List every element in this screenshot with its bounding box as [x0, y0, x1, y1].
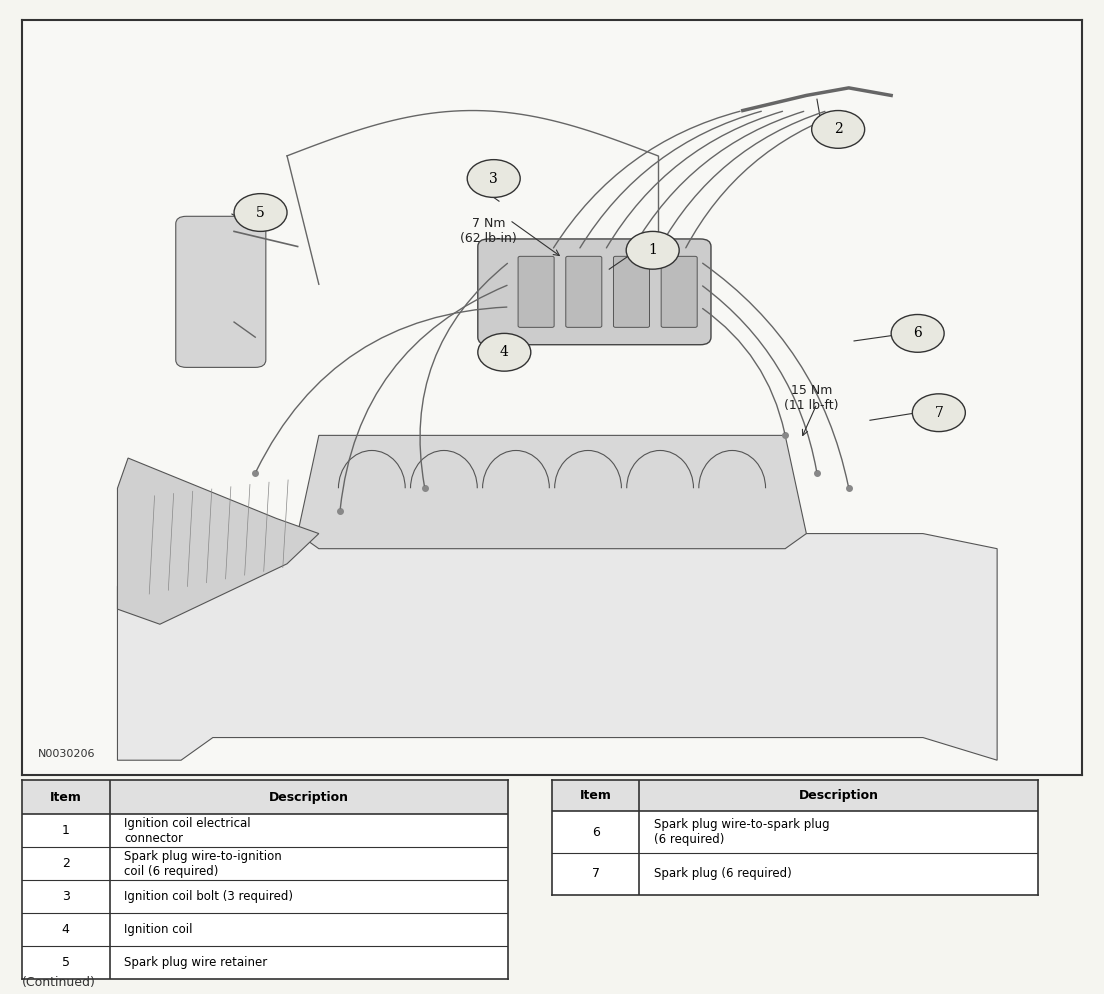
Text: 1: 1 [62, 824, 70, 837]
FancyBboxPatch shape [661, 256, 698, 327]
Text: Ignition coil electrical
connector: Ignition coil electrical connector [124, 817, 251, 845]
FancyBboxPatch shape [176, 217, 266, 368]
Circle shape [912, 394, 965, 431]
FancyBboxPatch shape [478, 239, 711, 345]
FancyBboxPatch shape [552, 780, 1038, 811]
Text: Ignition coil bolt (3 required): Ignition coil bolt (3 required) [124, 890, 293, 904]
Polygon shape [117, 458, 319, 624]
Text: (Continued): (Continued) [22, 976, 96, 989]
FancyBboxPatch shape [565, 256, 602, 327]
Circle shape [478, 333, 531, 371]
Text: 7 Nm
(62 lb-in): 7 Nm (62 lb-in) [460, 218, 517, 246]
Text: 2: 2 [834, 122, 842, 136]
Text: 4: 4 [500, 345, 509, 359]
Text: 4: 4 [62, 923, 70, 936]
Text: Item: Item [50, 790, 82, 804]
Polygon shape [298, 435, 806, 549]
Circle shape [626, 232, 679, 269]
Text: 7: 7 [592, 867, 599, 881]
Text: Description: Description [268, 790, 349, 804]
Circle shape [234, 194, 287, 232]
Circle shape [811, 110, 864, 148]
FancyBboxPatch shape [614, 256, 649, 327]
Text: 3: 3 [489, 172, 498, 186]
Text: Spark plug (6 required): Spark plug (6 required) [654, 867, 792, 881]
Text: 6: 6 [592, 825, 599, 839]
Text: 7: 7 [934, 406, 943, 419]
Text: N0030206: N0030206 [38, 748, 95, 758]
Text: 6: 6 [913, 326, 922, 340]
Text: Spark plug wire-to-spark plug
(6 required): Spark plug wire-to-spark plug (6 require… [654, 818, 829, 846]
Text: Ignition coil: Ignition coil [124, 923, 192, 936]
Text: 1: 1 [648, 244, 657, 257]
Polygon shape [117, 534, 997, 760]
Text: Spark plug wire retainer: Spark plug wire retainer [124, 956, 267, 969]
Text: 2: 2 [62, 857, 70, 870]
Circle shape [467, 160, 520, 198]
Text: 5: 5 [256, 206, 265, 220]
Text: 3: 3 [62, 890, 70, 904]
Text: 5: 5 [62, 956, 70, 969]
Text: Spark plug wire-to-ignition
coil (6 required): Spark plug wire-to-ignition coil (6 requ… [124, 850, 282, 878]
Text: Description: Description [798, 789, 879, 802]
FancyBboxPatch shape [22, 780, 508, 814]
Text: Item: Item [580, 789, 612, 802]
Text: 15 Nm
(11 lb-ft): 15 Nm (11 lb-ft) [785, 384, 839, 412]
Circle shape [891, 314, 944, 352]
FancyBboxPatch shape [518, 256, 554, 327]
